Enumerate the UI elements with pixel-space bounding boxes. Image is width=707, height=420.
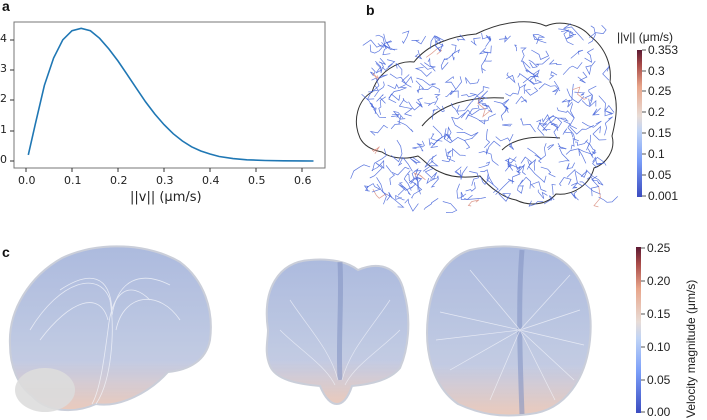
x-tick-label: 0.5 [248,174,266,187]
vessel-network [350,23,619,214]
x-tick-label: 0.3 [156,174,174,187]
colorbar-b-tick: 0.15 [648,126,672,140]
x-tick-label: 0.6 [294,174,312,187]
axes-frame [13,21,326,169]
colorbar-b-tick: 0.3 [648,64,665,78]
colorbar-b-title: ||v|| (μm/s) [617,30,674,44]
x-tick-label: 0.0 [18,174,36,187]
x-ticks [25,168,303,172]
x-tick-label: 0.1 [64,174,82,187]
colorbar-b-tick: 0.353 [648,43,679,57]
colorbar-b-tick: 0.1 [648,147,665,161]
colorbar-b-tick: 0.25 [648,84,672,98]
colorbar-c [636,247,641,413]
brain-coronal [265,258,410,405]
y-tick-label: 1 [0,123,7,136]
y-ticks [10,39,14,162]
y-tick-label: 2 [0,92,7,105]
colorbar-c-tick: 0.15 [647,307,671,321]
panel-c-letter: c [2,244,10,260]
colorbar-c-title: Velocity magnitude (μm/s) [684,279,698,418]
panel-a-letter: a [2,0,10,14]
colorbar-b-tick: 0.2 [648,105,665,119]
colorbar-b [637,50,642,197]
colorbar-b-tick: 0.05 [648,168,672,182]
y-tick-label: 4 [0,32,7,45]
brain-axial [426,245,592,417]
colorbar-c-tick: 0.05 [647,373,671,387]
y-tick-label: 0 [0,153,7,166]
colorbar-c-tick: 0.20 [647,274,671,288]
colorbar-c-tick: 0.25 [647,241,671,255]
panel-b-letter: b [366,2,375,18]
colorbar-c-tick: 0.10 [647,340,671,354]
colorbar-b-tick: 0.001 [648,189,679,203]
density-curve [27,27,314,162]
colorbar-c-tick: 0.00 [647,405,671,419]
brain-sagittal [8,245,212,412]
panel-b-brain [350,21,619,214]
x-tick-label: 0.4 [202,174,220,187]
x-axis-label: ||v|| (μm/s) [130,190,202,205]
y-tick-label: 3 [0,62,7,75]
x-tick-label: 0.2 [110,174,128,187]
